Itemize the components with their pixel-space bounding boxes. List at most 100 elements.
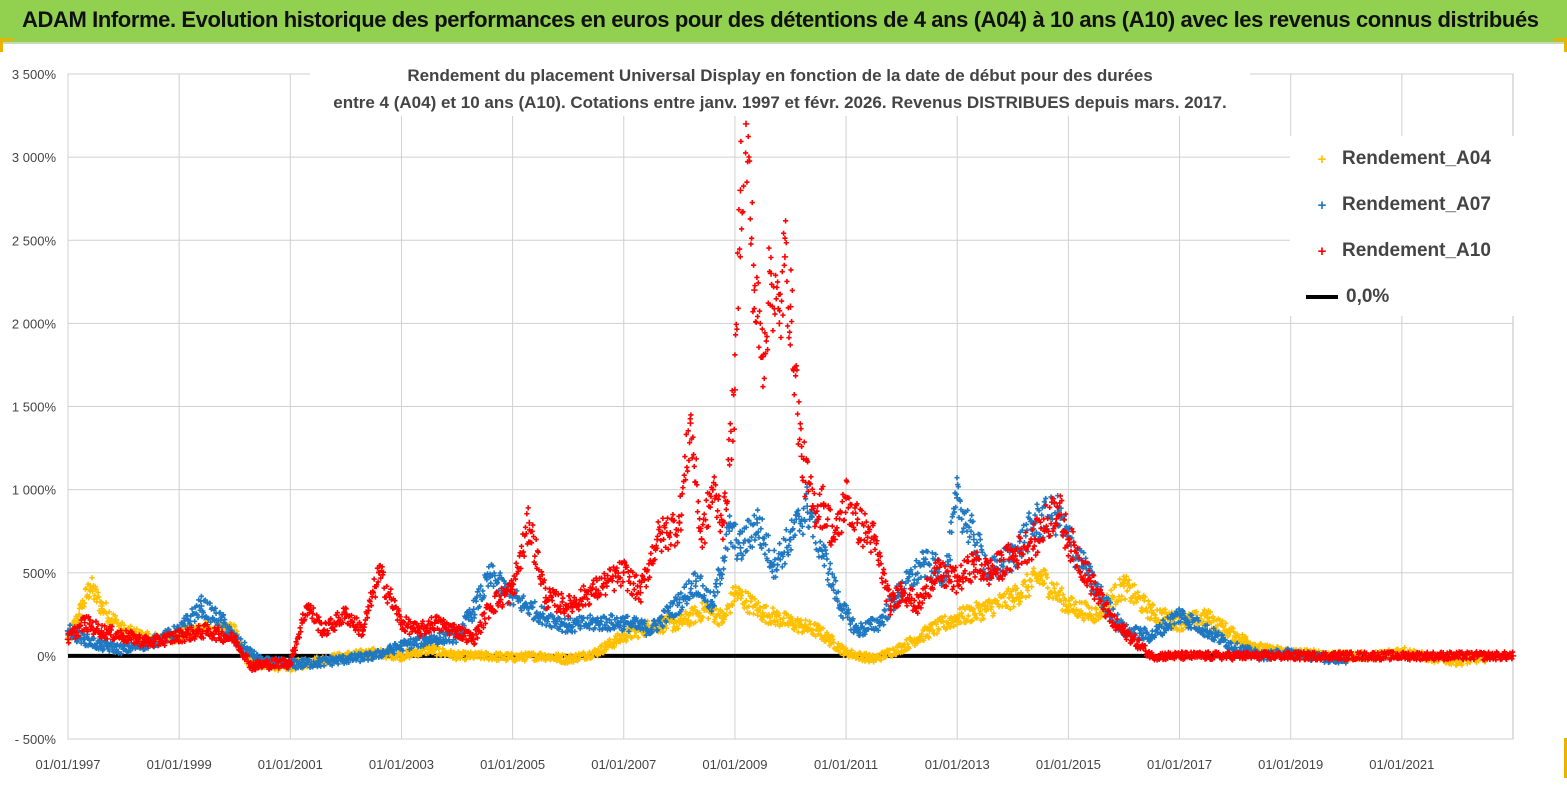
scatter-marker-rendement-a07: [968, 528, 974, 534]
scatter-marker-rendement-a04: [1023, 594, 1029, 600]
scatter-marker-rendement-a07: [819, 548, 825, 554]
scatter-marker-rendement-a10: [228, 630, 234, 636]
scatter-marker-rendement-a10: [86, 614, 92, 620]
scatter-marker-rendement-a07: [335, 661, 341, 667]
scatter-marker-rendement-a04: [716, 622, 722, 628]
scatter-marker-rendement-a04: [678, 612, 685, 618]
scatter-marker-rendement-a04: [597, 651, 603, 657]
x-tick-label: 01/01/2011: [814, 757, 878, 772]
scatter-marker-rendement-a07: [835, 589, 841, 595]
scatter-marker-rendement-a04: [1028, 578, 1034, 584]
scatter-marker-rendement-a07: [453, 639, 459, 645]
scatter-marker-rendement-a07: [807, 516, 813, 522]
scatter-marker-rendement-a07: [947, 557, 953, 563]
scatter-marker-rendement-a07: [754, 507, 761, 513]
scatter-marker-rendement-a10: [95, 621, 101, 627]
scatter-marker-rendement-a04: [769, 619, 775, 625]
scatter-marker-rendement-a07: [913, 558, 919, 564]
scatter-marker-rendement-a04: [844, 647, 850, 654]
scatter-marker-rendement-a07: [830, 581, 836, 588]
scatter-marker-rendement-a10: [397, 614, 403, 620]
scatter-marker-rendement-a10: [367, 598, 373, 605]
scatter-marker-rendement-a07: [576, 619, 582, 626]
scatter-marker-rendement-a07: [971, 532, 977, 538]
scatter-marker-rendement-a04: [974, 615, 980, 621]
scatter-marker-rendement-a07: [470, 609, 476, 615]
scatter-marker-rendement-a10: [422, 631, 428, 637]
scatter-marker-rendement-a10: [296, 634, 303, 641]
corner-decoration-top-right-vertical: [1564, 38, 1567, 52]
scatter-marker-rendement-a10: [342, 615, 348, 621]
scatter-marker-rendement-a04: [817, 627, 823, 633]
scatter-marker-rendement-a07: [556, 616, 563, 622]
scatter-marker-rendement-a07: [1234, 640, 1240, 646]
scatter-marker-rendement-a04: [1014, 585, 1020, 591]
scatter-marker-rendement-a04: [934, 631, 940, 637]
scatter-marker-rendement-a07: [765, 557, 771, 564]
scatter-marker-rendement-a07: [400, 648, 406, 654]
scatter-marker-rendement-a04: [979, 612, 985, 618]
scatter-marker-rendement-a07: [1078, 548, 1084, 554]
scatter-marker-rendement-a04: [696, 610, 703, 616]
scatter-marker-rendement-a07: [606, 617, 613, 623]
scatter-marker-rendement-a10: [411, 626, 417, 632]
scatter-marker-rendement-a07: [782, 561, 788, 567]
scatter-marker-rendement-a07: [738, 556, 745, 562]
scatter-marker-rendement-a10: [368, 602, 375, 609]
scatter-marker-rendement-a04: [777, 616, 783, 622]
scatter-marker-rendement-a07: [809, 514, 815, 520]
scatter-marker-rendement-a10: [492, 608, 499, 615]
scatter-marker-rendement-a07: [704, 587, 710, 594]
scatter-marker-rendement-a04: [606, 636, 613, 643]
scatter-marker-rendement-a10: [348, 612, 355, 618]
scatter-marker-rendement-a07: [1032, 512, 1038, 518]
scatter-marker-rendement-a07: [708, 608, 715, 614]
scatter-marker-rendement-a04: [903, 637, 909, 643]
scatter-marker-rendement-a10: [294, 641, 300, 647]
scatter-marker-rendement-a04: [1150, 602, 1156, 608]
scatter-marker-rendement-a07: [1023, 521, 1029, 528]
scatter-marker-rendement-a10: [74, 629, 80, 635]
scatter-marker-rendement-a07: [686, 595, 693, 602]
scatter-marker-rendement-a07: [607, 627, 613, 633]
scatter-marker-rendement-a07: [1211, 625, 1217, 632]
scatter-marker-rendement-a07: [212, 605, 218, 611]
scatter-marker-rendement-a07: [1142, 626, 1148, 632]
scatter-marker-rendement-a07: [466, 607, 473, 613]
scatter-marker-rendement-a10: [276, 665, 282, 671]
scatter-marker-rendement-a04: [1144, 608, 1150, 615]
scatter-marker-rendement-a07: [626, 628, 632, 635]
scatter-marker-rendement-a07: [959, 516, 965, 522]
scatter-marker-rendement-a04: [1117, 576, 1123, 582]
scatter-marker-rendement-a04: [1024, 571, 1030, 578]
scatter-marker-rendement-a10: [432, 620, 438, 626]
scatter-marker-rendement-a07: [762, 551, 768, 557]
scatter-marker-rendement-a04: [660, 629, 667, 635]
scatter-marker-rendement-a10: [523, 531, 529, 537]
y-tick-label: 1 500%: [12, 400, 57, 415]
scatter-marker-rendement-a07: [566, 622, 573, 628]
scatter-marker-rendement-a07: [411, 642, 417, 648]
scatter-marker-rendement-a04: [1022, 578, 1028, 584]
scatter-marker-rendement-a10: [328, 616, 334, 622]
scatter-marker-rendement-a10: [503, 591, 509, 597]
scatter-marker-rendement-a07: [841, 606, 847, 612]
scatter-marker-rendement-a04: [570, 659, 577, 665]
scatter-marker-rendement-a04: [1221, 623, 1227, 629]
scatter-marker-rendement-a10: [376, 569, 382, 575]
scatter-marker-rendement-a07: [480, 588, 486, 594]
scatter-marker-rendement-a04: [743, 598, 749, 604]
scatter-marker-rendement-a07: [749, 544, 755, 550]
scatter-marker-rendement-a07: [929, 550, 935, 556]
scatter-marker-rendement-a04: [718, 608, 724, 615]
scatter-marker-rendement-a07: [963, 522, 969, 528]
scatter-marker-rendement-a04: [623, 638, 629, 644]
scatter-marker-rendement-a10: [378, 575, 384, 581]
scatter-marker-rendement-a07: [1177, 619, 1184, 625]
scatter-marker-rendement-a07: [1168, 625, 1174, 631]
scatter-marker-rendement-a07: [882, 608, 888, 614]
scatter-marker-rendement-a07: [746, 517, 752, 524]
scatter-marker-rendement-a10: [431, 627, 437, 633]
scatter-marker-rendement-a04: [728, 590, 734, 596]
scatter-marker-rendement-a04: [991, 610, 997, 616]
